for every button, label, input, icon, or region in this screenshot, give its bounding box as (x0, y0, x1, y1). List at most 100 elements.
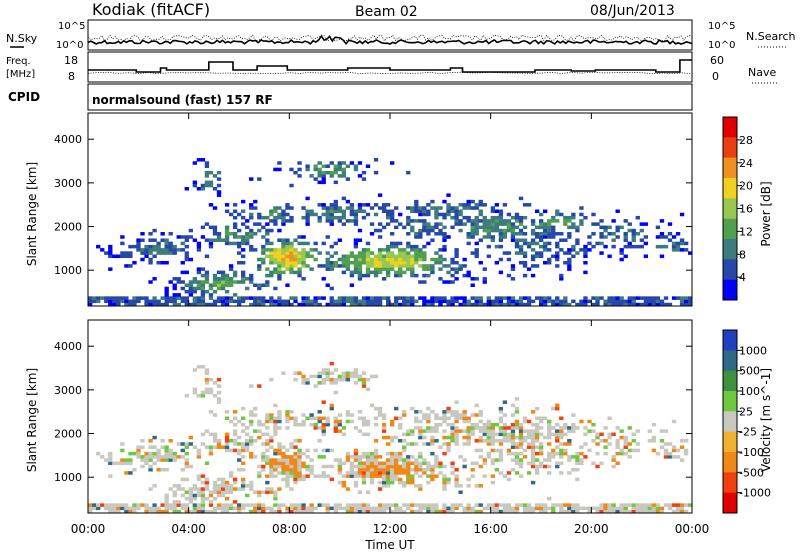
heatmap-cell (333, 299, 338, 304)
heatmap-cell (333, 302, 338, 307)
heatmap-cell (204, 289, 210, 294)
heatmap-cell (430, 267, 435, 271)
heatmap-cell (188, 493, 193, 498)
heatmap-cell (406, 467, 411, 472)
heatmap-cell (538, 461, 544, 466)
heatmap-cell (253, 296, 258, 300)
heatmap-cell (289, 296, 294, 300)
heatmap-cell (410, 267, 415, 271)
heatmap-cell (398, 248, 403, 252)
heatmap-cell (526, 509, 532, 514)
heatmap-cell (390, 455, 395, 459)
heatmap-cell (249, 206, 254, 210)
heatmap-cell (679, 445, 685, 449)
heatmap-cell (398, 467, 403, 472)
heatmap-cell (406, 264, 411, 268)
heatmap-cell (373, 406, 379, 411)
heatmap-cell (555, 264, 560, 268)
heatmap-cell (136, 451, 141, 456)
heatmap-cell (212, 393, 218, 398)
heatmap-cell (325, 416, 330, 421)
heatmap-cell (607, 432, 612, 437)
heatmap-cell (349, 464, 355, 469)
heatmap-cell (434, 296, 439, 300)
heatmap-cell (349, 419, 355, 424)
heatmap-cell (184, 490, 189, 494)
heatmap-cell (224, 480, 230, 485)
heatmap-cell (277, 248, 282, 252)
heatmap-cell (100, 248, 105, 252)
heatmap-cell (204, 238, 210, 242)
station-title: Kodiak (fitACF) (92, 0, 210, 19)
heatmap-cell (188, 490, 193, 494)
heatmap-cell (349, 206, 355, 210)
heatmap-cell (341, 377, 347, 382)
heatmap-cell (341, 480, 347, 485)
heatmap-cell (317, 170, 322, 175)
heatmap-cell (442, 484, 447, 488)
heatmap-cell (478, 260, 483, 265)
heatmap-cell (373, 158, 379, 162)
heatmap-cell (466, 235, 471, 239)
heatmap-cell (482, 215, 487, 220)
heatmap-cell (631, 244, 636, 249)
heatmap-cell (414, 203, 419, 207)
heatmap-cell (659, 509, 665, 514)
heatmap-cell (168, 296, 173, 300)
heatmap-cell (543, 299, 548, 304)
heatmap-cell (289, 248, 294, 252)
heatmap-cell (257, 429, 262, 433)
heatmap-cell (281, 458, 286, 462)
heatmap-cell (579, 302, 584, 307)
heatmap-cell (245, 426, 250, 430)
heatmap-cell (474, 248, 479, 252)
heatmap-cell (200, 267, 206, 271)
heatmap-cell (184, 477, 189, 482)
heatmap-cell (538, 442, 544, 446)
heatmap-cell (329, 209, 334, 214)
heatmap-cell (559, 416, 564, 421)
y-tick-label: 2000 (54, 428, 82, 441)
heatmap-cell (526, 429, 532, 433)
heatmap-cell (140, 445, 145, 449)
heatmap-cell (285, 506, 290, 511)
heatmap-cell (208, 390, 214, 395)
heatmap-cell (514, 419, 520, 424)
heatmap-cell (136, 248, 141, 252)
heatmap-cell (466, 219, 471, 223)
heatmap-cell (402, 484, 407, 488)
heatmap-cell (196, 448, 202, 453)
heatmap-cell (325, 506, 330, 511)
heatmap-cell (538, 219, 544, 223)
heatmap-cell (208, 451, 214, 456)
heatmap-cell (228, 280, 234, 284)
heatmap-cell (575, 228, 580, 233)
heatmap-cell (543, 302, 548, 307)
heatmap-cell (683, 448, 689, 453)
heatmap-cell (365, 273, 371, 278)
heatmap-cell (112, 302, 117, 307)
heatmap-cell (265, 506, 270, 511)
heatmap-cell (498, 439, 504, 443)
heatmap-cell (196, 509, 202, 514)
heatmap-cell (390, 241, 395, 246)
heatmap-cell (132, 506, 137, 511)
heatmap-cell (273, 426, 278, 430)
heatmap-cell (543, 222, 548, 226)
heatmap-cell (510, 435, 516, 440)
heatmap-cell (426, 302, 431, 307)
heatmap-cell (285, 448, 290, 453)
heatmap-cell (353, 238, 359, 242)
noise-right-tick-top: 10^5 (708, 21, 735, 32)
heatmap-cell (253, 506, 258, 511)
heatmap-cell (406, 455, 411, 459)
heatmap-cell (277, 277, 282, 281)
heatmap-cell (454, 267, 459, 271)
heatmap-cell (224, 416, 230, 421)
heatmap-cell (200, 496, 206, 501)
heatmap-cell (538, 232, 544, 236)
heatmap-cell (410, 477, 415, 482)
heatmap-cell (232, 429, 238, 433)
heatmap-cell (321, 164, 326, 168)
heatmap-cell (394, 474, 399, 478)
